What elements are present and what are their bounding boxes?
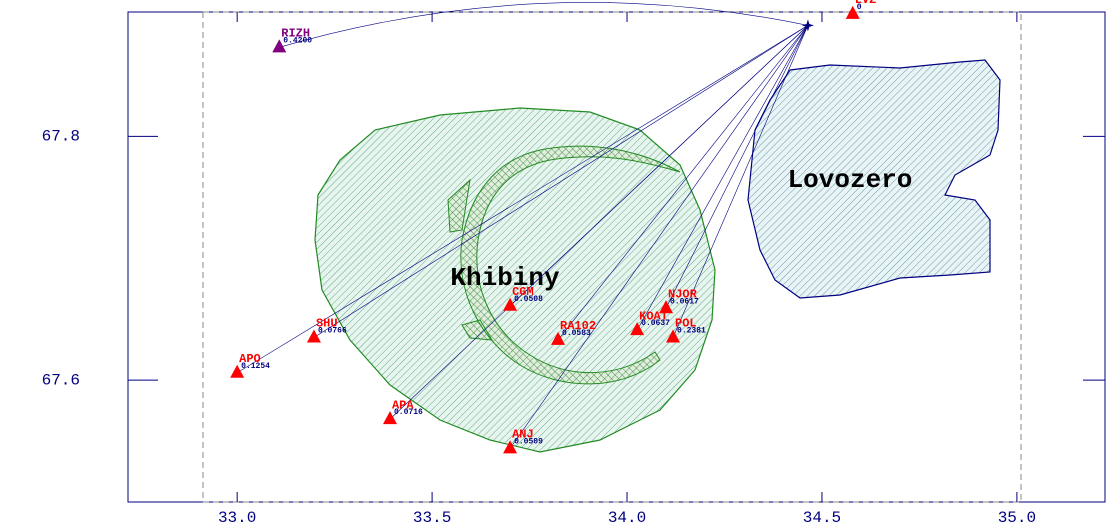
station: [382, 411, 397, 425]
station-name: ANJ: [512, 428, 534, 442]
station-value: 0.0508: [514, 295, 543, 304]
ray: [509, 25, 809, 306]
station-name: LVZ: [855, 0, 877, 7]
y-tick-label: 67.8: [42, 128, 80, 146]
study-area: [202, 11, 1022, 503]
station: [306, 329, 321, 343]
x-tick-label: 34.5: [803, 509, 841, 527]
ray: [636, 25, 809, 331]
lovozero-area: [747, 59, 1001, 299]
y-tick-label: 67.6: [42, 371, 80, 389]
station-name: APO: [239, 352, 261, 366]
station-value: 0.0716: [394, 408, 423, 417]
epicenter: [801, 19, 814, 32]
station-value: 0.1254: [241, 362, 270, 371]
station-name: RIZH: [281, 27, 310, 41]
ray: [279, 2, 808, 48]
station-value: 0.4200: [283, 36, 312, 45]
ray: [557, 25, 809, 341]
station-name: NJOR: [668, 287, 698, 301]
station: [659, 300, 674, 314]
x-tick-label: 34.0: [608, 509, 646, 527]
ray: [665, 25, 809, 309]
x-tick-label: 33.0: [218, 509, 256, 527]
station-name: APA: [392, 398, 414, 412]
station: [666, 329, 681, 343]
region-label: Lovozero: [788, 165, 913, 195]
station: [551, 331, 566, 345]
station-value: 0: [857, 3, 862, 12]
khibiny-ring: [447, 145, 681, 385]
khibiny-area: [314, 107, 716, 453]
station: [230, 364, 245, 378]
station: [503, 297, 518, 311]
ray: [237, 25, 809, 374]
station: [845, 5, 860, 19]
x-tick-label: 35.0: [998, 509, 1036, 527]
station-name: POL: [675, 317, 697, 331]
x-tick-label: 33.5: [413, 509, 451, 527]
station: [630, 322, 645, 336]
station-name: SHU: [316, 317, 338, 331]
ray: [672, 25, 809, 338]
station-value: 0.0617: [670, 297, 699, 306]
region-label: Khibiny: [450, 263, 560, 293]
ray: [509, 25, 809, 449]
ray: [313, 25, 809, 338]
station: [503, 440, 518, 454]
station-value: 0.0766: [318, 327, 347, 336]
station-value: 0.0583: [562, 329, 591, 338]
station-name: CGM: [512, 285, 534, 299]
station-name: RA102: [560, 319, 596, 333]
station-value: 0.0637: [641, 319, 670, 328]
station-value: 0.0509: [514, 437, 543, 446]
station: [272, 39, 287, 53]
station-value: 0.2381: [677, 327, 706, 336]
